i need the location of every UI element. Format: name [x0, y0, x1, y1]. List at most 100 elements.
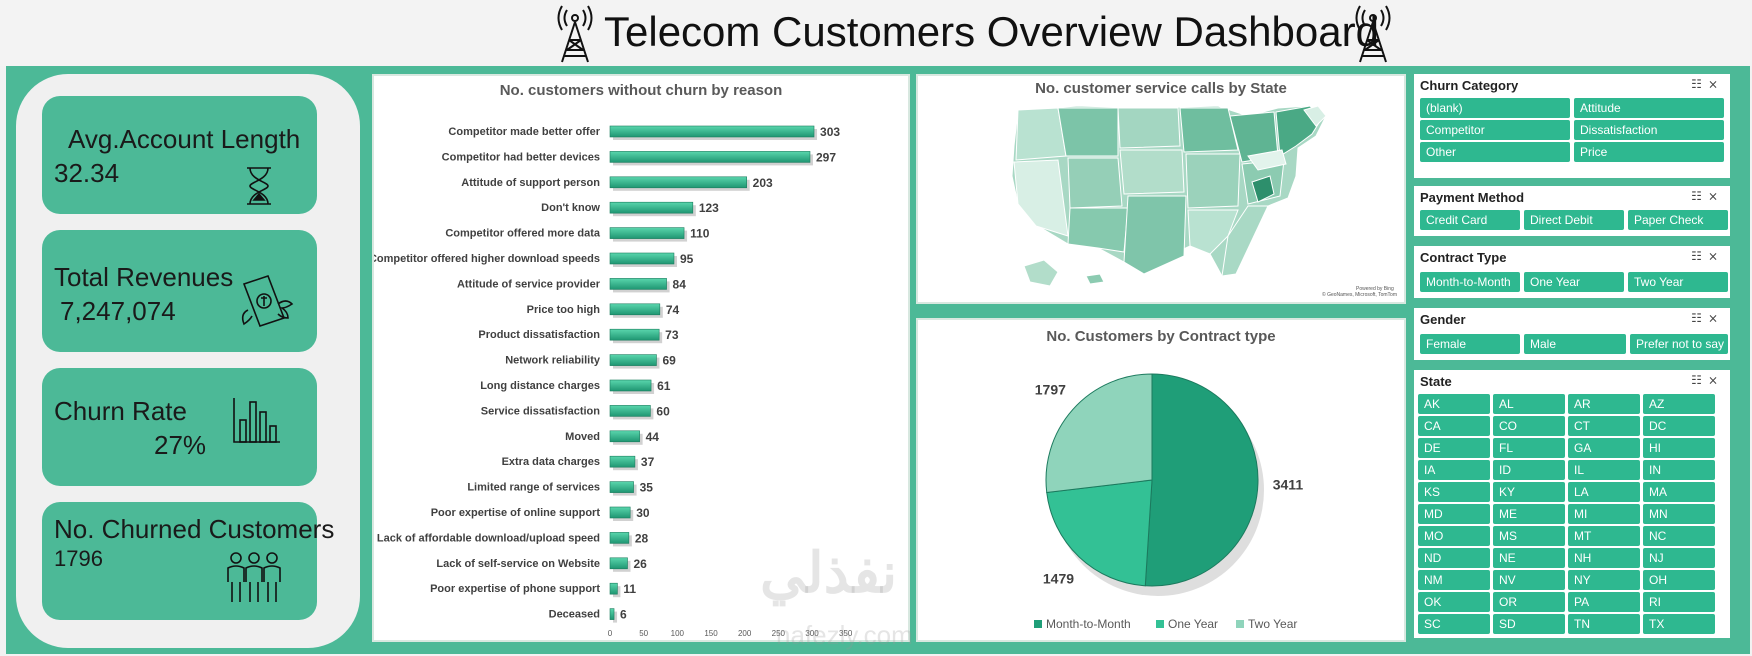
slicer-chip-state[interactable]: IN [1643, 460, 1715, 480]
slicer-chip-state[interactable]: MT [1568, 526, 1640, 546]
slicer-chip[interactable]: Month-to-Month [1420, 272, 1520, 292]
slicer-chip[interactable]: Price [1574, 142, 1724, 162]
slicer-chip[interactable]: Dissatisfaction [1574, 120, 1724, 140]
slicer-chip-state[interactable]: KY [1493, 482, 1565, 502]
slicer-chip-state[interactable]: AR [1568, 394, 1640, 414]
bar [609, 430, 640, 443]
bar [609, 278, 667, 290]
slicer-chip-state[interactable]: TN [1568, 614, 1640, 634]
slicer-chip-state[interactable]: OK [1418, 592, 1490, 612]
slicer-chip-state[interactable]: NV [1493, 570, 1565, 590]
slicer-chip-state[interactable]: CO [1493, 416, 1565, 436]
slicer-chip[interactable]: (blank) [1420, 98, 1570, 118]
bar-category-label: Limited range of services [467, 482, 600, 494]
slicer-chip[interactable]: Credit Card [1420, 210, 1520, 230]
multi-select-icon[interactable]: ☷ [1691, 311, 1708, 325]
slicer-chip-state[interactable]: NC [1643, 526, 1715, 546]
slicer-chip-state[interactable]: SC [1418, 614, 1490, 634]
bar [609, 303, 661, 316]
telecom-tower-icon [557, 5, 593, 63]
slicer-chip-state[interactable]: GA [1568, 438, 1640, 458]
slicer-chip-state[interactable]: NJ [1643, 548, 1715, 568]
bar-shadow [613, 611, 618, 623]
multi-select-icon[interactable]: ☷ [1691, 77, 1708, 91]
clear-filter-icon[interactable]: ⨯ [1707, 311, 1724, 325]
slicer-chip-state[interactable]: OR [1493, 592, 1565, 612]
slicer-chip-state[interactable]: FL [1493, 438, 1565, 458]
kpi-value: 1796 [54, 546, 103, 571]
slicer-chip-state[interactable]: MS [1493, 526, 1565, 546]
bar-chart: Competitor made better offer 303 Competito… [374, 125, 853, 638]
pie-value-label: 1479 [1043, 571, 1074, 587]
slicer-chip[interactable]: Prefer not to say [1630, 334, 1728, 354]
slicer-chip[interactable]: Other [1420, 142, 1570, 162]
bar-value-label: 73 [665, 328, 679, 342]
slicer-chip[interactable]: One Year [1524, 272, 1624, 292]
slicer-chip-state[interactable]: RI [1643, 592, 1715, 612]
slicer-chip-state[interactable]: ME [1493, 504, 1565, 524]
slicer-chip[interactable]: Competitor [1420, 120, 1570, 140]
slicer-chip-state[interactable]: AK [1418, 394, 1490, 414]
bar-value-label: 35 [640, 481, 654, 495]
slicer-chip[interactable]: Male [1524, 334, 1626, 354]
slicer-chip[interactable]: Female [1420, 334, 1520, 354]
slicer-chip-state[interactable]: PA [1568, 592, 1640, 612]
slicer-chip-state[interactable]: NH [1568, 548, 1640, 568]
slicer-chip-state[interactable]: ND [1418, 548, 1490, 568]
slicer-chip-state[interactable]: ID [1493, 460, 1565, 480]
bar [609, 532, 630, 544]
multi-select-icon[interactable]: ☷ [1691, 189, 1708, 203]
slicer-chip-state[interactable]: TX [1643, 614, 1715, 634]
slicer-chip-state[interactable]: KS [1418, 482, 1490, 502]
slicer-chip-state[interactable]: IL [1568, 460, 1640, 480]
slicer-chip-state[interactable]: DE [1418, 438, 1490, 458]
slicer-chip-state[interactable]: OH [1643, 570, 1715, 590]
slicer-chip-state[interactable]: NE [1493, 548, 1565, 568]
bar-chart-panel: No. customers without churn by reason Co… [372, 74, 910, 642]
dashboard-title: Telecom Customers Overview Dashboard [604, 8, 1379, 55]
slicer-chip[interactable]: Direct Debit [1524, 210, 1624, 230]
slicer-chip-state[interactable]: IA [1418, 460, 1490, 480]
slicer-title: Churn Category [1420, 78, 1519, 93]
slicer-chip-state[interactable]: LA [1568, 482, 1640, 502]
slicer-chip[interactable]: Paper Check [1628, 210, 1728, 230]
slicer-chip-state[interactable]: MN [1643, 504, 1715, 524]
bar-category-label: Competitor offered higher download speed… [374, 253, 600, 265]
slicer-controls: ☷⨯ [1691, 189, 1724, 203]
bar-category-label: Attitude of service provider [457, 278, 601, 290]
bar [609, 405, 651, 417]
slicer-chip-state[interactable]: AL [1493, 394, 1565, 414]
slicer-payment-method: Payment Method ☷⨯ Credit Card Direct Deb… [1414, 186, 1730, 236]
slicer-chip-state[interactable]: CA [1418, 416, 1490, 436]
bar-category-label: Product dissatisfaction [478, 329, 600, 341]
multi-select-icon[interactable]: ☷ [1691, 373, 1708, 387]
map-panel: No. customer service calls by State Powe… [916, 74, 1406, 304]
pie-chart-title: No. Customers by Contract type [1046, 328, 1276, 345]
slicer-chip-state[interactable]: NM [1418, 570, 1490, 590]
us-choropleth-map: Powered by Bing © GeoNames, Microsoft, T… [1011, 105, 1397, 298]
slicer-controls: ☷⨯ [1691, 373, 1724, 387]
clear-filter-icon[interactable]: ⨯ [1707, 373, 1724, 387]
pie-slice [1046, 479, 1153, 587]
x-tick-label: 50 [639, 629, 648, 638]
slicer-chip[interactable]: Two Year [1628, 272, 1728, 292]
slicer-chip[interactable]: Attitude [1574, 98, 1724, 118]
slicer-chip-state[interactable]: NY [1568, 570, 1640, 590]
slicer-chip-state[interactable]: MO [1418, 526, 1490, 546]
pie-value-label: 1797 [1035, 382, 1066, 398]
bar-value-label: 69 [662, 354, 676, 368]
bar [609, 506, 631, 519]
clear-filter-icon[interactable]: ⨯ [1707, 249, 1724, 263]
clear-filter-icon[interactable]: ⨯ [1707, 189, 1724, 203]
slicer-chip-state[interactable]: CT [1568, 416, 1640, 436]
slicer-chip-state[interactable]: HI [1643, 438, 1715, 458]
clear-filter-icon[interactable]: ⨯ [1707, 77, 1724, 91]
multi-select-icon[interactable]: ☷ [1691, 249, 1708, 263]
slicer-chip-state[interactable]: MD [1418, 504, 1490, 524]
slicer-chip-state[interactable]: MA [1643, 482, 1715, 502]
slicer-chip-state[interactable]: MI [1568, 504, 1640, 524]
slicer-chip-state[interactable]: AZ [1643, 394, 1715, 414]
bar [609, 151, 811, 163]
slicer-chip-state[interactable]: DC [1643, 416, 1715, 436]
slicer-chip-state[interactable]: SD [1493, 614, 1565, 634]
